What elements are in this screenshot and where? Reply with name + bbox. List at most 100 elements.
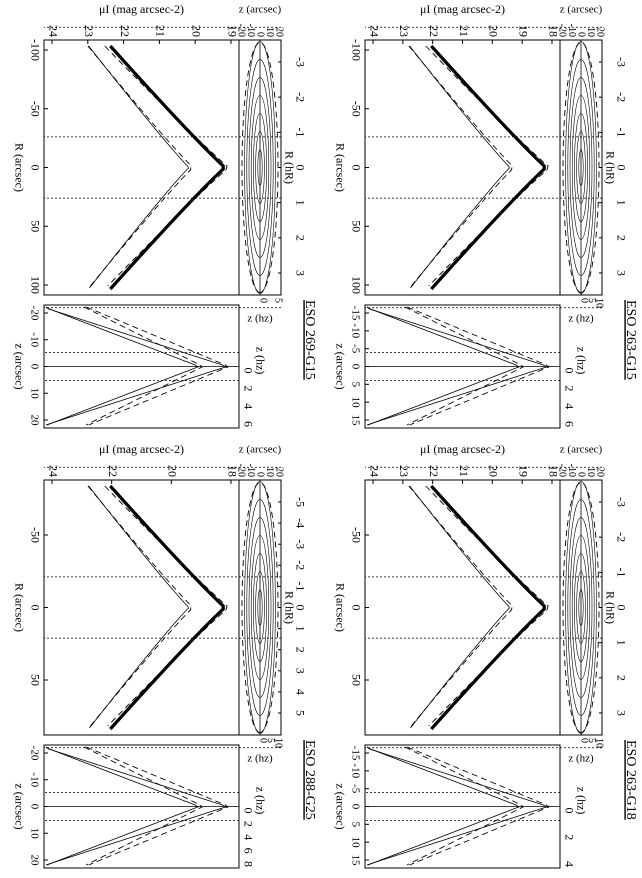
z-model-offset: [83, 746, 203, 866]
model-profile: [425, 45, 549, 287]
x-tick-label: -20: [28, 306, 40, 321]
y-tick-label: -10: [245, 464, 256, 477]
y-tick-label: 0: [255, 32, 266, 37]
model-offset-profile: [408, 485, 513, 727]
y-tick-label: 20: [595, 27, 606, 37]
x-tick-label: -100: [28, 39, 42, 61]
top-tick-label: -2: [614, 532, 628, 542]
top-axis-label: R (hR): [603, 591, 617, 624]
x-tick-label: -50: [28, 101, 42, 117]
y2-axis-label: z (hz): [247, 313, 273, 325]
offset-profile: [88, 485, 189, 729]
z-model-offset: [404, 306, 524, 426]
y-tick-label: 22: [427, 25, 441, 37]
x-tick-label: -10: [349, 763, 361, 778]
top-tick-label: 3: [614, 710, 628, 716]
top-axis-label: z (hz): [253, 347, 267, 375]
z-model: [407, 306, 550, 426]
z-model: [86, 306, 229, 426]
z-profile-offset: [366, 306, 520, 426]
y-tick-label: 20: [487, 465, 501, 477]
top-tick-label: 2: [293, 235, 307, 241]
y-tick-label: -20: [236, 24, 247, 37]
y2-tick-label: 10: [594, 298, 605, 308]
y-axis-label: z (arcsec): [560, 444, 603, 456]
offset-profile: [88, 45, 189, 289]
x-tick-label: 50: [349, 674, 363, 686]
y2-tick-label: 10: [273, 738, 284, 748]
model-offset-profile: [408, 45, 513, 287]
top-tick-label: 2: [562, 385, 576, 391]
y-tick-label: 19: [516, 25, 530, 37]
x-tick-label: -20: [28, 746, 40, 761]
top-tick-label: -5: [293, 497, 307, 507]
y2-axis-label: z (hz): [568, 313, 594, 325]
top-tick-label: 0: [241, 368, 255, 374]
top-tick-label: 4: [562, 403, 576, 409]
top-tick-label: 0: [562, 808, 576, 814]
model-offset-profile: [87, 45, 192, 287]
top-tick-label: -4: [293, 518, 307, 528]
panel-title: ESO 263-G18: [623, 740, 638, 820]
top-axis-label: z (hz): [574, 347, 588, 375]
y-tick-label: 19: [225, 25, 239, 37]
top-tick-label: -3: [614, 57, 628, 67]
y-axis-label: z (arcsec): [239, 4, 282, 16]
z-profile: [366, 746, 548, 866]
x-tick-label: -5: [349, 344, 361, 354]
y-tick-label: -10: [566, 464, 577, 477]
y-tick-label: 22: [106, 465, 120, 477]
model-profile: [104, 45, 228, 287]
x-axis-label: R (arcsec): [333, 143, 347, 192]
z-profile: [45, 306, 227, 426]
top-tick-label: 1: [614, 640, 628, 646]
y-tick-label: 10: [585, 467, 596, 477]
top-axis-label: z (hz): [574, 787, 588, 815]
y2-tick-label: 5: [586, 298, 597, 303]
y-tick-label: -20: [557, 24, 568, 37]
y-axis-label: μI (mag arcsec-2): [99, 442, 184, 456]
top-tick-label: -1: [614, 567, 628, 577]
y-tick-label: 23: [397, 25, 411, 37]
major-axis-profile: [109, 44, 225, 291]
top-tick-label: 6: [562, 421, 576, 427]
top-tick-label: 2: [562, 834, 576, 840]
y-tick-label: 20: [189, 25, 203, 37]
y-axis-label: z (arcsec): [560, 4, 603, 16]
y-tick-label: 10: [585, 27, 596, 37]
x-tick-label: 20: [28, 855, 40, 867]
y-tick-label: 0: [255, 472, 266, 477]
top-tick-label: 1: [293, 626, 307, 632]
y-tick-label: 18: [546, 465, 560, 477]
top-tick-label: 5: [293, 710, 307, 716]
y2-tick-label: 5: [586, 738, 597, 743]
top-tick-label: 6: [241, 848, 255, 854]
top-tick-label: 0: [241, 808, 255, 814]
y-tick-label: 0: [576, 32, 587, 37]
x-axis-label: z (arcsec): [333, 783, 347, 829]
y-tick-label: 24: [367, 25, 381, 37]
y2-tick-label: 0: [579, 298, 590, 303]
x-tick-label: -10: [28, 772, 40, 787]
model-profile: [104, 485, 228, 727]
y-tick-label: 18: [225, 465, 239, 477]
y-tick-label: -20: [557, 464, 568, 477]
y-tick-label: 21: [154, 25, 168, 37]
x-tick-label: 10: [28, 828, 40, 840]
x-tick-label: 15: [349, 415, 361, 427]
top-tick-label: 2: [614, 675, 628, 681]
y-tick-label: 10: [264, 467, 275, 477]
panel-title: ESO 288-G25: [302, 740, 317, 820]
x-tick-label: 0: [28, 605, 42, 611]
major-axis-profile: [430, 484, 546, 731]
y-tick-label: 24: [367, 465, 381, 477]
top-tick-label: 0: [293, 165, 307, 171]
offset-profile: [409, 485, 510, 729]
z-model: [86, 746, 229, 866]
top-tick-label: -2: [293, 560, 307, 570]
top-tick-label: 0: [562, 368, 576, 374]
